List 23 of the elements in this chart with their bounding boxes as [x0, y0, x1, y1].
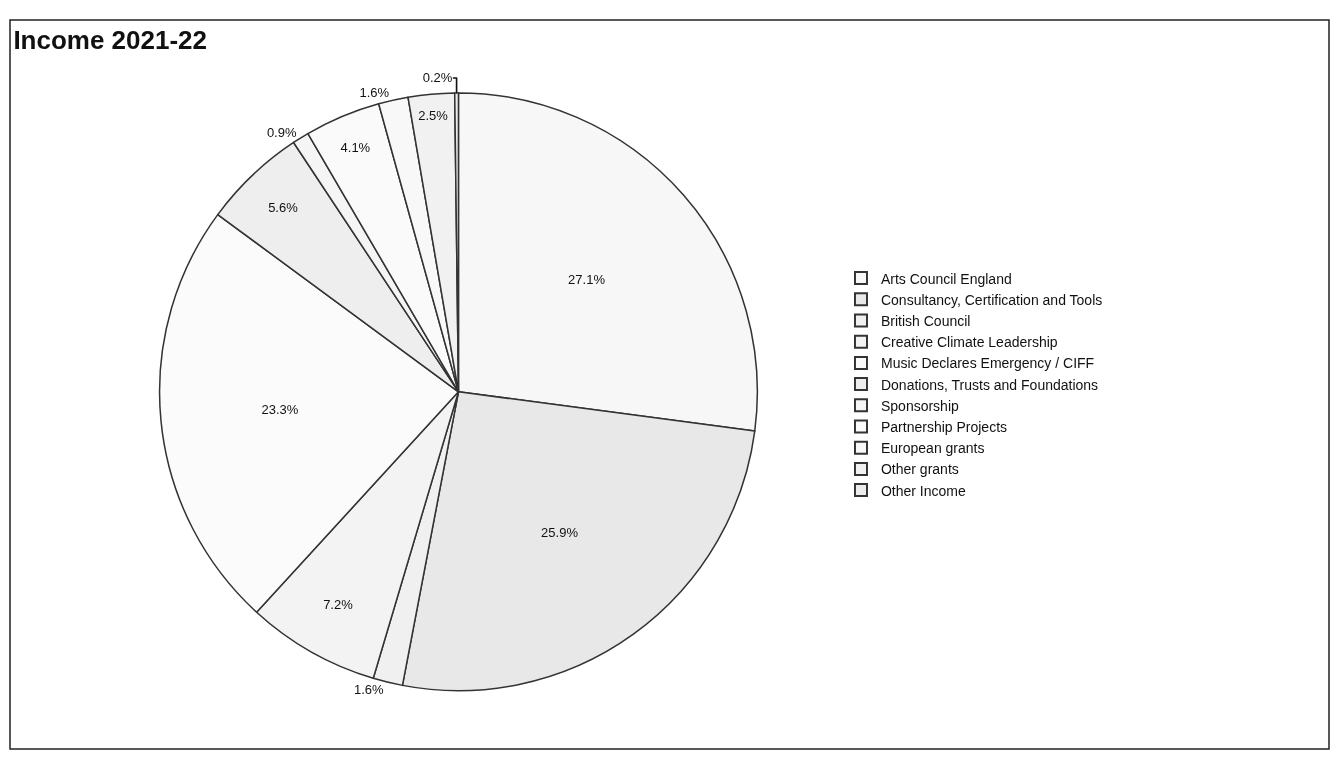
data-label: 7.2%	[323, 596, 354, 612]
legend-label: European grants	[880, 440, 985, 457]
data-label: 0.2%	[422, 70, 453, 86]
data-label: 27.1%	[568, 271, 606, 287]
legend-label: Other grants	[880, 461, 959, 478]
data-label: 23.3%	[261, 401, 299, 417]
data-label: 5.6%	[268, 199, 299, 215]
legend-label: Creative Climate Leadership	[880, 334, 1058, 351]
legend-label: Consultancy, Certification and Tools	[880, 291, 1103, 308]
legend-label: Partnership Projects	[880, 418, 1008, 435]
data-label: 1.6%	[359, 85, 390, 101]
legend-label: Donations, Trusts and Foundations	[880, 376, 1099, 393]
legend-label: Arts Council England	[880, 270, 1012, 287]
data-label: 4.1%	[340, 140, 371, 156]
chart-title: Income 2021-22	[13, 24, 208, 55]
data-label: 0.9%	[266, 125, 297, 141]
legend-label: Other Income	[880, 482, 966, 499]
data-label: 1.6%	[353, 681, 385, 697]
data-label: 25.9%	[541, 524, 579, 540]
legend-label: Sponsorship	[880, 397, 960, 414]
data-label: 2.5%	[418, 108, 449, 124]
legend-label: British Council	[880, 312, 971, 329]
legend-label: Music Declares Emergency / CIFF	[880, 355, 1095, 372]
